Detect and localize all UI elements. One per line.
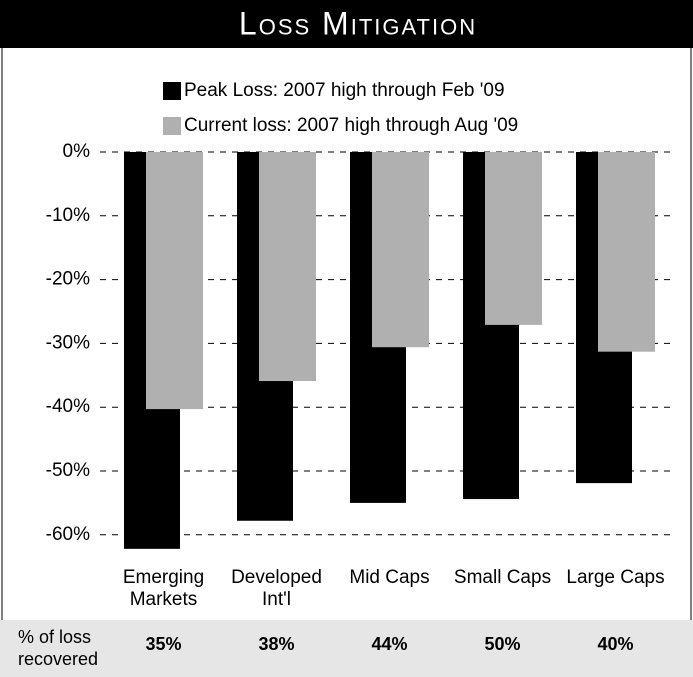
y-tick-label: -40% [46, 396, 90, 417]
y-tick-label: -10% [46, 205, 90, 226]
y-tick-label: -20% [46, 269, 90, 290]
bar [598, 152, 655, 352]
legend-label: Peak Loss: 2007 high through Feb '09 [184, 80, 505, 101]
legend-swatch [163, 117, 181, 135]
recovered-value: 50% [484, 634, 521, 654]
recovered-value: 44% [371, 634, 408, 654]
title-bar [0, 0, 693, 48]
y-tick-label: -60% [46, 524, 90, 545]
y-tick-label: 0% [63, 141, 91, 162]
bar [146, 152, 203, 410]
bar [485, 152, 542, 325]
x-tick-label: Emerging Markets [122, 567, 205, 610]
recovered-label: % of loss recovered [18, 627, 99, 669]
legend-swatch [163, 82, 181, 100]
recovered-value: 38% [258, 634, 295, 654]
chart-title: Loss Mitigation [239, 5, 477, 41]
x-tick-label: Mid Caps [349, 567, 430, 588]
bar [259, 152, 316, 382]
bar [372, 152, 429, 348]
recovered-value: 35% [145, 634, 182, 654]
y-tick-label: -50% [46, 460, 90, 481]
recovered-value: 40% [597, 634, 634, 654]
legend-label: Current loss: 2007 high through Aug '09 [184, 115, 518, 136]
x-tick-label: Developed Int'l [231, 567, 322, 610]
footer-band [0, 620, 693, 677]
x-tick-label: Small Caps [453, 567, 552, 588]
y-tick-label: -30% [46, 332, 90, 353]
x-tick-label: Large Caps [566, 567, 665, 588]
